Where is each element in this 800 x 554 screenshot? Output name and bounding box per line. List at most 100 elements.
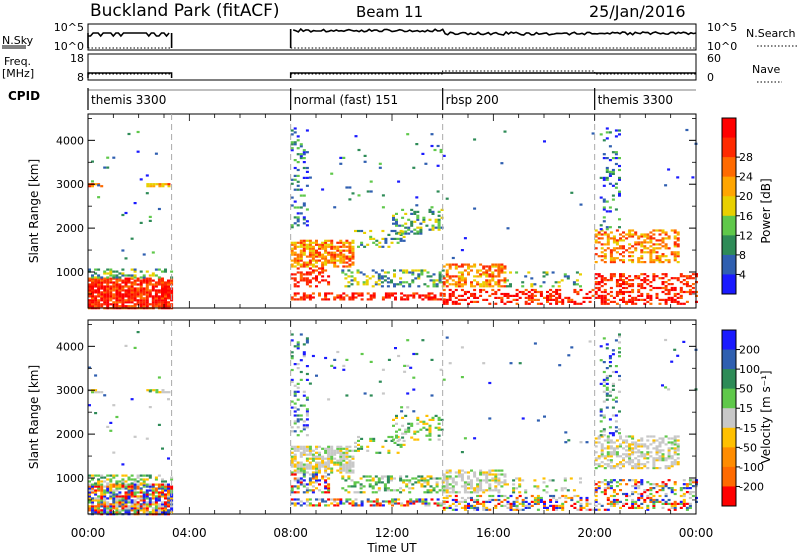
heatmap-cell <box>543 296 546 299</box>
heatmap-cell <box>588 502 592 505</box>
heatmap-cell <box>88 366 91 369</box>
heatmap-cell <box>380 475 384 478</box>
heatmap-cell <box>432 285 436 288</box>
heatmap-cell <box>500 269 504 272</box>
heatmap-cell <box>527 296 531 299</box>
heatmap-cell <box>161 509 164 512</box>
heatmap-cell <box>602 430 606 433</box>
heatmap-cell <box>524 275 528 278</box>
heatmap-cell <box>494 473 498 476</box>
heatmap-cell <box>377 277 381 280</box>
heatmap-cell <box>467 475 470 478</box>
heatmap-cell <box>161 183 165 186</box>
heatmap-cell <box>454 296 458 299</box>
heatmap-cell <box>491 271 495 274</box>
heatmap-cell <box>561 300 565 303</box>
heatmap-cell <box>594 283 598 286</box>
heatmap-cell <box>124 293 128 296</box>
heatmap-cell <box>293 127 297 130</box>
heatmap-cell <box>442 485 446 488</box>
heatmap-cell <box>106 276 110 279</box>
heatmap-cell <box>488 473 492 476</box>
heatmap-cell <box>115 493 119 496</box>
heatmap-cell <box>290 380 294 383</box>
heatmap-cell <box>454 267 458 270</box>
heatmap-cell <box>118 285 122 288</box>
heatmap-cell <box>676 279 680 282</box>
heatmap-cell <box>570 346 574 349</box>
heatmap-cell <box>479 471 483 474</box>
heatmap-cell <box>368 485 372 488</box>
heatmap-cell <box>315 473 318 476</box>
heatmap-cell <box>290 204 294 207</box>
heatmap-cell <box>372 439 376 442</box>
heatmap-cell <box>348 243 352 246</box>
heatmap-cell <box>609 275 613 278</box>
heatmap-cell <box>360 504 364 507</box>
heatmap-cell <box>518 502 522 505</box>
heatmap-cell <box>308 473 312 476</box>
freq-left-tick-top: 18 <box>70 52 84 65</box>
heatmap-cell <box>154 305 158 308</box>
heatmap-cell <box>482 362 486 365</box>
heatmap-cell <box>625 286 629 290</box>
heatmap-cell <box>97 283 101 286</box>
heatmap-cell <box>473 300 477 303</box>
heatmap-cell <box>109 303 113 306</box>
heatmap-cell <box>612 235 616 238</box>
heatmap-cell <box>530 500 534 503</box>
heatmap-cell <box>145 297 149 300</box>
heatmap-cell <box>634 447 638 450</box>
heatmap-cell <box>345 265 349 268</box>
heatmap-cell <box>488 273 492 276</box>
heatmap-cell <box>421 339 425 342</box>
heatmap-cell <box>324 292 328 295</box>
heatmap-cell <box>497 285 501 288</box>
heatmap-cell <box>161 447 164 450</box>
heatmap-cell <box>139 287 143 290</box>
heatmap-cell <box>345 447 349 450</box>
heatmap-cell <box>628 285 632 288</box>
heatmap-cell <box>308 296 312 299</box>
heatmap-cell <box>127 297 131 300</box>
heatmap-cell <box>467 487 470 490</box>
heatmap-cell <box>413 432 417 435</box>
heatmap-cell <box>305 378 309 381</box>
heatmap-cell <box>485 473 489 476</box>
heatmap-cell <box>318 255 321 258</box>
heatmap-cell <box>673 294 677 297</box>
heatmap-cell <box>467 483 470 486</box>
heatmap-cell <box>658 247 662 250</box>
heatmap-cell <box>350 279 354 282</box>
heatmap-cell <box>305 449 309 452</box>
heatmap-cell <box>112 476 116 479</box>
heatmap-cell <box>318 259 321 262</box>
heatmap-cell <box>640 285 644 288</box>
heatmap-cell <box>103 480 107 483</box>
heatmap-cell <box>691 485 695 488</box>
heatmap-cell <box>327 398 331 401</box>
heatmap-cell <box>549 494 553 498</box>
heatmap-cell <box>164 511 167 514</box>
heatmap-cell <box>302 447 306 450</box>
heatmap-cell <box>342 292 346 295</box>
heatmap-cell <box>614 365 618 368</box>
heatmap-cell <box>634 249 638 252</box>
heatmap-cell <box>497 489 501 492</box>
heatmap-cell <box>302 473 306 476</box>
heatmap-cell <box>602 216 606 219</box>
heatmap-cell <box>133 270 137 273</box>
heatmap-cell <box>649 298 653 301</box>
heatmap-cell <box>488 267 492 270</box>
heatmap-cell <box>381 298 385 301</box>
heatmap-cell <box>293 469 297 472</box>
heatmap-cell <box>351 449 355 452</box>
heatmap-cell <box>414 481 418 484</box>
heatmap-cell <box>433 502 437 505</box>
heatmap-cell <box>488 479 492 482</box>
heatmap-cell <box>530 292 534 296</box>
heatmap-cell <box>460 275 464 278</box>
heatmap-cell <box>622 300 625 303</box>
heatmap-cell <box>661 489 665 492</box>
heatmap-cell <box>130 237 134 240</box>
